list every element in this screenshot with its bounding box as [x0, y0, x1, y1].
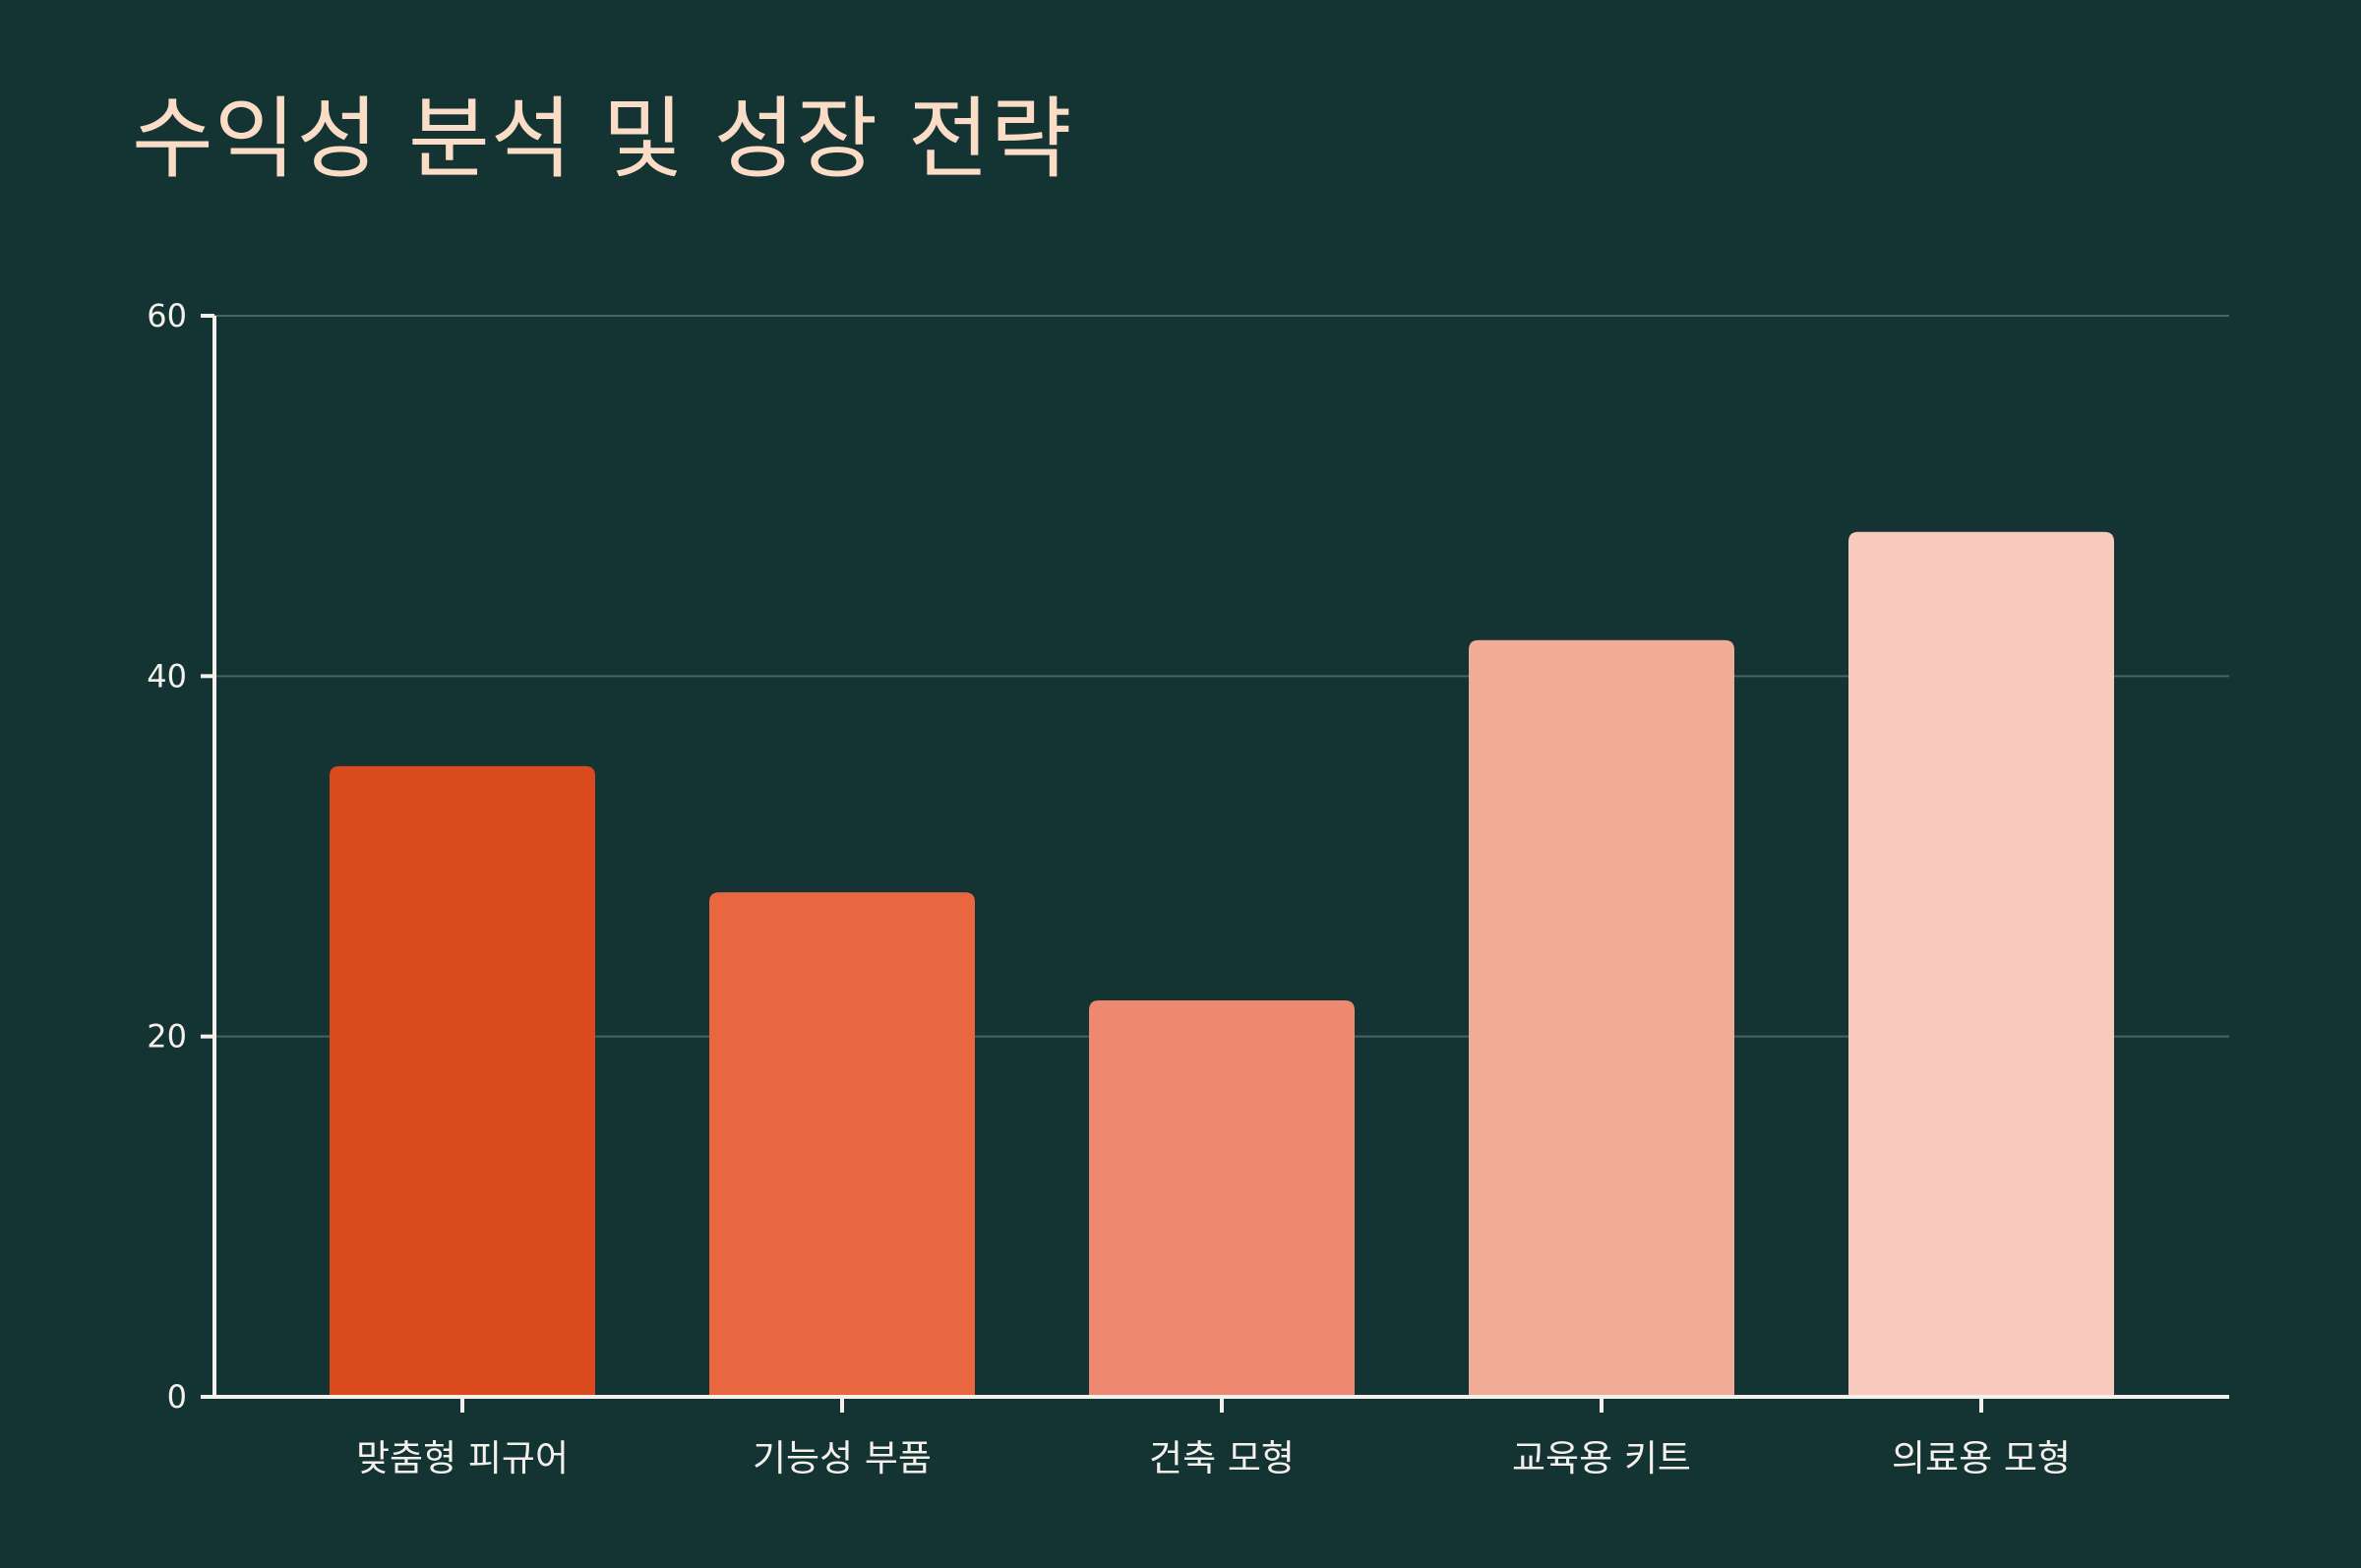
y-tick-label-0: 0 [167, 1378, 187, 1416]
x-tick-label-1: 맞춤형 피규어 [356, 1437, 569, 1479]
bar-4 [1469, 639, 1734, 1397]
bar-5 [1848, 531, 2114, 1397]
y-tick-label-60: 60 [147, 297, 187, 334]
y-tick-label-40: 40 [147, 657, 187, 694]
bar-3 [1089, 1000, 1355, 1397]
bar-1 [330, 765, 595, 1397]
x-tick-label-3: 건축 모형 [1149, 1437, 1295, 1479]
x-tick-label-2: 기능성 부품 [753, 1437, 932, 1479]
chart-title: 수익성 분석 및 성장 전략 [132, 88, 1073, 191]
x-tick-label-4: 교육용 키트 [1512, 1437, 1691, 1479]
x-tick-label-5: 의료용 모형 [1892, 1437, 2071, 1479]
y-tick-label-20: 20 [147, 1018, 187, 1055]
bar-2 [709, 892, 975, 1397]
